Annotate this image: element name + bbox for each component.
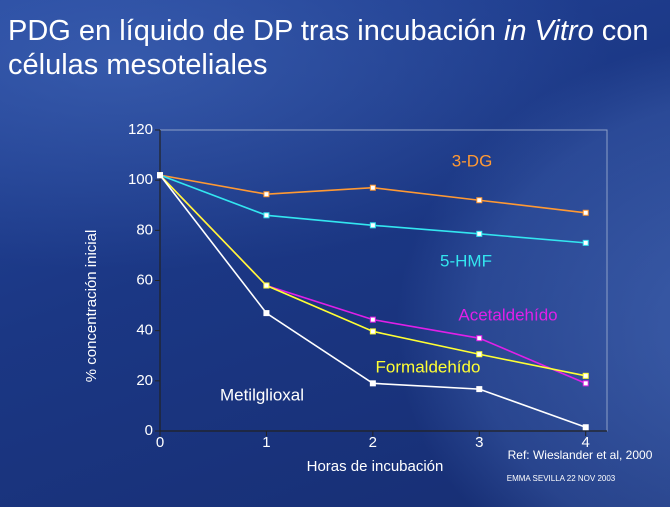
point-marker: [582, 424, 589, 431]
x-tick-label: 0: [156, 434, 164, 451]
point-marker: [476, 351, 483, 358]
y-tick-label: 60: [136, 271, 153, 288]
point-marker: [582, 372, 589, 379]
y-tick-label: 40: [136, 322, 153, 339]
point-marker: [582, 380, 589, 387]
point-marker: [476, 386, 483, 393]
point-marker: [263, 282, 270, 289]
series-line: [159, 174, 587, 385]
y-tick-label: 0: [145, 422, 153, 439]
x-tick-label: 4: [582, 434, 590, 451]
series-label: Metilglioxal: [220, 385, 304, 404]
series-label: Formaldehído: [376, 357, 481, 376]
point-marker: [369, 222, 376, 229]
point-marker: [263, 212, 270, 219]
y-tick-label: 120: [128, 121, 153, 138]
slide-title: PDG en líquido de DP tras incubación in …: [8, 14, 658, 82]
y-tick-label: 100: [128, 171, 153, 188]
series-line: [159, 174, 586, 214]
series-label: 5-HMF: [440, 251, 492, 270]
x-tick-label: 3: [475, 434, 483, 451]
series-label: 3-DG: [452, 151, 493, 170]
point-marker: [369, 316, 376, 323]
point-marker: [476, 230, 483, 237]
title-end: con células mesoteliales: [8, 15, 649, 81]
point-marker: [369, 328, 376, 335]
point-marker: [157, 172, 163, 179]
series-label: Acetaldehído: [458, 305, 557, 324]
x-tick-label: 2: [369, 434, 377, 451]
footer: EMMA SEVILLA 22 NOV 2003: [507, 474, 616, 483]
y-tick-label: 20: [136, 372, 153, 389]
point-marker: [369, 380, 376, 387]
point-marker: [369, 184, 376, 191]
y-tick-label: 80: [136, 221, 153, 238]
point-marker: [263, 191, 270, 198]
title-italic: in Vitro: [503, 15, 594, 47]
title-text: PDG en líquido de DP tras incubación: [8, 15, 496, 47]
point-marker: [476, 197, 483, 204]
x-tick-label: 1: [262, 434, 270, 451]
point-marker: [263, 310, 270, 317]
y-axis-label: % concentración inicial: [83, 230, 100, 383]
reference: Ref: Wieslander et al, 2000: [508, 448, 653, 462]
point-marker: [582, 209, 589, 216]
point-marker: [476, 335, 483, 342]
x-axis-label: Horas de incubación: [307, 458, 444, 475]
point-marker: [582, 239, 589, 246]
